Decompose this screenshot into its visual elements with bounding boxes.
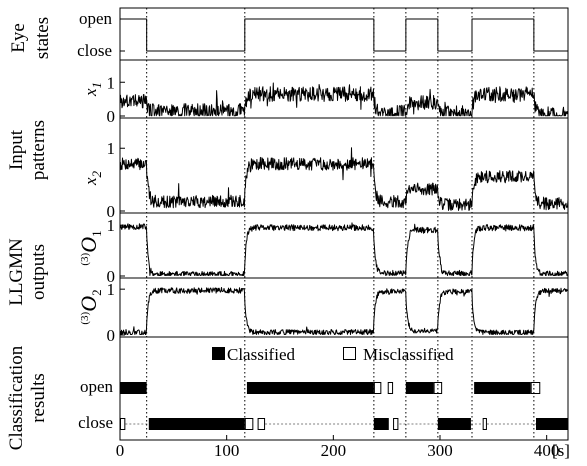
- classified-bar: [536, 418, 568, 430]
- x-tick-label: 0: [116, 441, 125, 460]
- o1-trace: [119, 222, 569, 276]
- classified-bar: [474, 382, 531, 394]
- classified-bar: [405, 382, 434, 394]
- legend-misclassified-label: Misclassified: [363, 345, 454, 364]
- svg-text:(3)O1: (3)O1: [76, 230, 104, 265]
- eye-open-label: open: [79, 9, 113, 28]
- legend-misclassified-swatch: [343, 347, 356, 360]
- misclassified-bar: [244, 418, 254, 430]
- legend-classified-swatch: [212, 347, 225, 360]
- misclassified-bar: [373, 382, 382, 394]
- x2-panel: 01: [107, 117, 569, 221]
- misclassified-bar: [120, 418, 126, 430]
- classified-bar: [437, 418, 471, 430]
- group-label-eye-2: states: [32, 17, 53, 59]
- classified-bar: [246, 382, 374, 394]
- o1-panel: 01: [107, 212, 569, 286]
- o2-ytick-label: 0: [107, 326, 116, 345]
- o2-panel: 01: [107, 277, 569, 345]
- eye-close-label: close: [77, 41, 112, 60]
- cls-open-label: open: [80, 377, 114, 396]
- x2-ytick-label: 0: [107, 202, 116, 221]
- series-label-o1: (3)O1: [76, 230, 104, 265]
- classified-bar: [373, 418, 389, 430]
- misclassified-bar: [530, 382, 541, 394]
- x2-ytick-label: 1: [107, 139, 116, 158]
- o1-frame: [119, 212, 569, 279]
- classification-panel: [119, 336, 569, 441]
- x1-ytick-label: 1: [107, 73, 116, 92]
- group-label-input-2: patterns: [28, 120, 49, 180]
- x-axis-unit: [s]: [552, 441, 570, 460]
- series-label-x1: x1: [81, 82, 104, 97]
- boundary-lines: [146, 8, 535, 440]
- series-label-o2: (3)O2: [76, 289, 104, 324]
- misclassified-bar: [482, 418, 487, 430]
- x-tick-label: 100: [214, 441, 240, 460]
- o1-ytick-label: 0: [107, 267, 116, 286]
- group-label-input-1: Input: [6, 129, 27, 170]
- svg-text:(3)O2: (3)O2: [76, 289, 104, 324]
- x-tick-label: 400: [534, 441, 560, 460]
- series-label-x2: x2: [81, 170, 104, 186]
- group-label-llgmn-1: LLGMN: [6, 238, 27, 306]
- classified-bar: [120, 382, 147, 394]
- x1-trace: [119, 82, 569, 117]
- x2-trace: [119, 147, 569, 211]
- group-label-class-2: results: [28, 373, 49, 423]
- group-label-eye-1: Eye: [8, 23, 29, 53]
- eye-state-line: [120, 18, 568, 52]
- eye-frame: [119, 7, 569, 61]
- x1-panel: 01: [107, 59, 569, 126]
- o2-ytick-label: 1: [107, 280, 116, 299]
- o1-ytick-label: 1: [107, 216, 116, 235]
- x1-ytick-label: 0: [107, 107, 116, 126]
- legend-classified-label: Classified: [227, 345, 295, 364]
- cls-close-label: close: [78, 413, 113, 432]
- svg-text:x2: x2: [81, 170, 104, 186]
- misclassified-bar: [393, 418, 399, 430]
- classified-bar: [148, 418, 245, 430]
- misclassified-bar: [387, 382, 394, 394]
- x-tick-label: 300: [427, 441, 453, 460]
- x-axis: 0 100 200 300 400: [116, 435, 560, 460]
- svg-text:x1: x1: [81, 82, 104, 97]
- o2-trace: [119, 287, 569, 335]
- x-tick-label: 200: [321, 441, 347, 460]
- eye-state-panel: [119, 7, 569, 61]
- misclassified-bar: [257, 418, 266, 430]
- o2-frame: [119, 277, 569, 338]
- group-label-class-1: Classification: [6, 345, 27, 450]
- group-label-llgmn-2: outputs: [28, 244, 49, 300]
